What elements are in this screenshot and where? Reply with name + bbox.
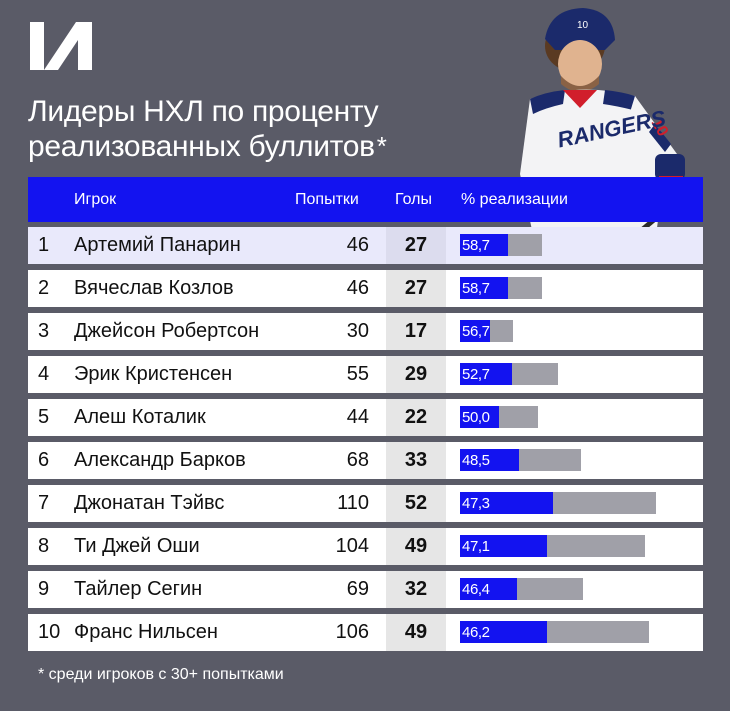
svg-text:10: 10	[577, 20, 589, 31]
row-rank: 10	[38, 621, 61, 643]
table-header: Игрок Попытки Голы % реализации	[28, 177, 703, 222]
row-attempts: 55	[346, 363, 369, 385]
row-attempts: 104	[335, 535, 369, 557]
row-goals: 49	[404, 535, 428, 557]
goals-bar	[460, 406, 499, 428]
header-attempts: Попытки	[295, 191, 359, 208]
goals-bar	[460, 492, 553, 514]
goals-bar	[460, 277, 508, 299]
row-player-name: Тайлер Сегин	[74, 578, 203, 600]
row-attempts: 46	[346, 234, 369, 256]
row-goals: 33	[404, 449, 428, 471]
row-rank: 6	[38, 449, 50, 471]
row-goals: 27	[404, 234, 428, 256]
row-rank: 7	[38, 492, 50, 514]
title-line-2: реализованных буллитов*	[28, 129, 498, 164]
row-goals: 17	[404, 320, 428, 342]
row-player-name: Александр Барков	[74, 449, 246, 471]
row-goals: 22	[404, 406, 428, 428]
table-row: 1 Артемий Панарин 46 27 58,7	[28, 227, 703, 264]
table-row: 5 Алеш Коталик 44 22 50,0	[28, 399, 703, 436]
goals-bar	[460, 320, 490, 342]
leaders-table: Игрок Попытки Голы % реализации 1 Артемий…	[28, 177, 703, 651]
row-rank: 8	[38, 535, 50, 557]
goals-bar	[460, 535, 547, 557]
row-attempts: 30	[346, 320, 369, 342]
row-player-name: Артемий Панарин	[74, 234, 241, 256]
row-goals: 49	[404, 621, 428, 643]
row-player-name: Ти Джей Оши	[74, 535, 200, 557]
percent-label: 58,7	[462, 280, 490, 297]
goals-cell-bg	[386, 528, 446, 565]
table-row: 6 Александр Барков 68 33 48,5	[28, 442, 703, 479]
row-goals: 32	[404, 578, 428, 600]
goals-bar	[460, 621, 547, 643]
row-player-name: Вячеслав Козлов	[74, 277, 234, 299]
header-percent: % реализации	[461, 191, 568, 208]
row-attempts: 106	[335, 621, 369, 643]
row-attempts: 46	[346, 277, 369, 299]
brand-logo	[30, 22, 92, 70]
goals-cell-bg	[386, 227, 446, 264]
table-row: 4 Эрик Кристенсен 55 29 52,7	[28, 356, 703, 393]
percent-label: 58,7	[462, 237, 490, 254]
row-player-name: Эрик Кристенсен	[74, 363, 233, 385]
table-row: 8 Ти Джей Оши 104 49 47,1	[28, 528, 703, 565]
title-line-2-text: реализованных буллитов	[28, 130, 375, 163]
table-body: 1 Артемий Панарин 46 27 58,7 2 Вячеслав Козлов…	[28, 227, 703, 651]
header-goals: Голы	[395, 191, 432, 208]
row-player-name: Алеш Коталик	[74, 406, 206, 428]
row-goals: 52	[404, 492, 428, 514]
row-attempts: 44	[346, 406, 369, 428]
chart-title: Лидеры НХЛ по проценту реализованных бул…	[28, 94, 498, 164]
goals-cell-bg	[386, 442, 446, 479]
percent-label: 46,4	[462, 581, 490, 598]
row-rank: 1	[38, 234, 50, 256]
hockey-player-image: 10 10 RANGERS	[520, 8, 685, 244]
goals-bar	[460, 363, 512, 385]
percent-label: 47,3	[462, 495, 490, 512]
percent-label: 56,7	[462, 323, 490, 340]
footnote-star: *	[376, 131, 387, 161]
row-attempts: 68	[346, 449, 369, 471]
table-row: 9 Тайлер Сегин 69 32 46,4	[28, 571, 703, 608]
row-rank: 4	[38, 363, 50, 385]
row-rank: 2	[38, 277, 50, 299]
svg-text:10: 10	[648, 116, 672, 140]
percent-label: 52,7	[462, 366, 490, 383]
row-player-name: Франс Нильсен	[74, 621, 218, 643]
goals-cell-bg	[386, 485, 446, 522]
row-rank: 5	[38, 406, 50, 428]
percent-label: 46,2	[462, 624, 490, 641]
footnote: * среди игроков с 30+ попытками	[38, 666, 284, 683]
table-row: 2 Вячеслав Козлов 46 27 58,7	[28, 270, 703, 307]
row-rank: 3	[38, 320, 50, 342]
percent-label: 50,0	[462, 409, 490, 426]
row-attempts: 110	[337, 492, 369, 514]
goals-cell-bg	[386, 270, 446, 307]
table-row: 3 Джейсон Робертсон 30 17 56,7	[28, 313, 703, 350]
table-row: 7 Джонатан Тэйвс 110 52 47,3	[28, 485, 703, 522]
goals-cell-bg	[386, 614, 446, 651]
row-goals: 27	[404, 277, 428, 299]
row-player-name: Джейсон Робертсон	[74, 320, 260, 342]
row-attempts: 69	[346, 578, 369, 600]
row-goals: 29	[404, 363, 428, 385]
percent-label: 47,1	[462, 538, 490, 555]
table-row: 10 Франс Нильсен 106 49 46,2	[28, 614, 703, 651]
row-rank: 9	[38, 578, 50, 600]
goals-bar	[460, 234, 508, 256]
goals-bar	[460, 449, 519, 471]
goals-bar	[460, 578, 517, 600]
title-line-1: Лидеры НХЛ по проценту	[28, 95, 379, 128]
row-player-name: Джонатан Тэйвс	[74, 492, 225, 514]
goals-cell-bg	[386, 313, 446, 350]
goals-cell-bg	[386, 356, 446, 393]
goals-cell-bg	[386, 571, 446, 608]
header-player: Игрок	[74, 191, 117, 208]
percent-label: 48,5	[462, 452, 490, 469]
goals-cell-bg	[386, 399, 446, 436]
